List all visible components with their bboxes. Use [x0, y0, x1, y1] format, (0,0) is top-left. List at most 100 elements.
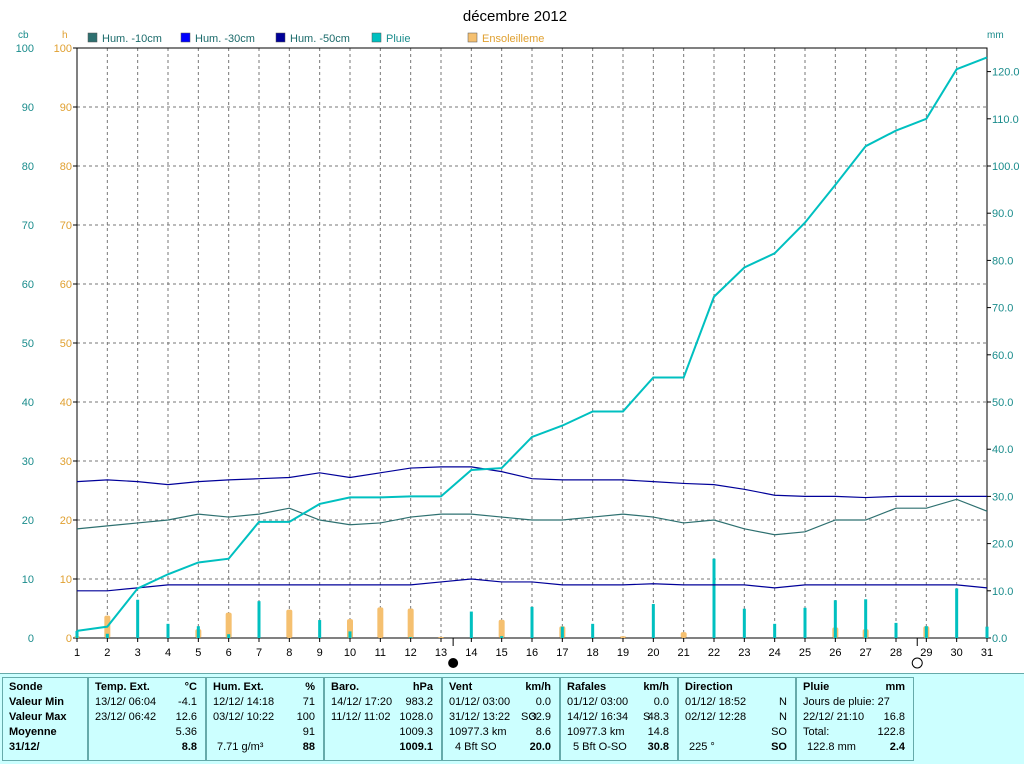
- y-left-inner-tick-label: 50: [60, 338, 72, 350]
- sunshine-bar: [620, 636, 626, 638]
- rafales-min-date: 01/12/ 03:00: [567, 696, 629, 708]
- daily-rain-bar: [196, 626, 200, 638]
- x-tick-label: 9: [317, 647, 323, 659]
- y-left-inner-tick-label: 100: [54, 43, 72, 55]
- legend-label: Ensoleilleme: [482, 33, 544, 45]
- baro-unit: hPa: [412, 681, 433, 693]
- right-unit: mm: [987, 30, 1004, 41]
- daily-rain-bar: [955, 588, 959, 638]
- y-left-inner-tick-label: 0: [66, 633, 72, 645]
- y-left-inner-tick-label: 10: [60, 574, 72, 586]
- temp-header: Temp. Ext.: [95, 681, 150, 693]
- y-left-tick-label: 70: [22, 220, 34, 232]
- legend-swatch: [87, 32, 98, 43]
- sunshine-bar: [438, 636, 444, 638]
- vent-min-date: 01/12/ 03:00: [449, 696, 511, 708]
- daily-rain-bar: [742, 608, 746, 638]
- sunshine-bar: [225, 612, 232, 638]
- daily-rain-bar: [773, 623, 777, 638]
- x-tick-label: 26: [829, 647, 841, 659]
- hum-min-value: 71: [302, 696, 315, 708]
- weather-chart: décembre 2012 cb h mm Hum. -10cm Hum. -30…: [16, 8, 1020, 669]
- sunshine-bar: [407, 608, 414, 638]
- vent-max-value: 32.9: [529, 711, 551, 723]
- col-sonde: Sonde Valeur Min Valeur Max Moyenne 31/1…: [2, 677, 88, 761]
- y-left-tick-label: 30: [22, 456, 34, 468]
- temp-avg: 5.36: [175, 726, 197, 738]
- rafales-max-direction: S: [643, 711, 651, 723]
- direction-min-date: 01/12/ 18:52: [685, 696, 747, 708]
- x-tick-label: 27: [860, 647, 872, 659]
- daily-rain-bar: [985, 626, 989, 638]
- series-line-hum-50cm-2: [77, 578, 988, 592]
- y-left-inner-tick-label: 40: [60, 397, 72, 409]
- daily-rain-bar: [591, 623, 595, 638]
- baro-avg: 1009.3: [399, 726, 433, 738]
- moyenne-label: Moyenne: [9, 726, 57, 738]
- legend-swatch: [467, 32, 478, 43]
- y-left-inner-tick-label: 80: [60, 161, 72, 173]
- y-right-tick-label: 0.0: [992, 633, 1007, 645]
- x-tick-label: 22: [708, 647, 720, 659]
- daily-rain-bar: [530, 606, 534, 638]
- pluie-unit: mm: [885, 681, 905, 693]
- y-left-tick-label: 10: [22, 574, 34, 586]
- pluie-total-label: Total:: [803, 726, 830, 738]
- grid: [77, 48, 987, 638]
- daily-rain-bar: [409, 637, 413, 638]
- y-left-tick-label: 20: [22, 515, 34, 527]
- y-left-tick-label: 90: [22, 102, 34, 114]
- temp-min-date: 13/12/ 06:04: [95, 696, 157, 708]
- direction-current: SO: [771, 741, 787, 753]
- x-tick-label: 16: [526, 647, 538, 659]
- sunshine-bar: [377, 607, 384, 638]
- valeur-max-label: Valeur Max: [9, 711, 67, 723]
- x-tick-label: 3: [135, 647, 141, 659]
- direction-header: Direction: [685, 681, 733, 693]
- pluie-rain-days: Jours de pluie: 27: [803, 696, 890, 708]
- x-tick-label: 18: [587, 647, 599, 659]
- y-left-tick-label: 80: [22, 161, 34, 173]
- x-tick-label: 31: [981, 647, 993, 659]
- legend-label: Hum. -30cm: [195, 33, 255, 45]
- x-tick-label: 29: [920, 647, 932, 659]
- legend-swatch: [371, 32, 382, 43]
- x-tick-label: 24: [769, 647, 781, 659]
- x-tick-label: 17: [556, 647, 568, 659]
- pluie-total: 122.8: [877, 726, 905, 738]
- chart-title: décembre 2012: [463, 8, 567, 25]
- x-tick-label: 7: [256, 647, 262, 659]
- baro-max-value: 1028.0: [399, 711, 433, 723]
- hum-unit: %: [305, 681, 315, 693]
- new-moon-icon: [448, 658, 459, 668]
- legend-swatch: [180, 32, 191, 43]
- x-tick-label: 23: [738, 647, 750, 659]
- pluie-cumulative: 122.8 mm: [807, 741, 856, 753]
- baro-min-date: 14/12/ 17:20: [331, 696, 393, 708]
- hum-current: 88: [302, 741, 315, 753]
- daily-rain-bar: [833, 600, 837, 638]
- sunshine-bar: [286, 609, 293, 638]
- x-tick-label: 20: [647, 647, 659, 659]
- y-right-tick-label: 100.0: [992, 161, 1020, 173]
- y-right-tick-label: 120.0: [992, 67, 1020, 79]
- daily-rain-bar: [924, 626, 928, 638]
- y-left-tick-label: 40: [22, 397, 34, 409]
- daily-rain-bar: [469, 611, 473, 638]
- pluie-header: Pluie: [803, 681, 830, 693]
- col-hum: Hum. Ext.% 12/12/ 14:18 71 03/12/ 10:22 10…: [206, 677, 324, 761]
- x-tick-label: 15: [496, 647, 508, 659]
- y-right-tick-label: 30.0: [992, 491, 1013, 503]
- col-pluie: Pluie mm Jours de pluie: 27 22/12/ 21:10 1…: [796, 677, 914, 761]
- vent-distance: 10977.3 km: [449, 726, 507, 738]
- legend-swatch: [275, 32, 286, 43]
- y-left-inner-tick-label: 90: [60, 102, 72, 114]
- x-tick-label: 1: [74, 647, 80, 659]
- direction-max-date: 02/12/ 12:28: [685, 711, 747, 723]
- y-right-tick-label: 60.0: [992, 350, 1013, 362]
- col-temp: Temp. Ext. °C 13/12/ 06:04 -4.1 23/12/ 06:…: [88, 677, 206, 761]
- daily-rain-bar: [318, 620, 322, 638]
- daily-rain-bar: [166, 623, 170, 638]
- x-tick-label: 30: [951, 647, 963, 659]
